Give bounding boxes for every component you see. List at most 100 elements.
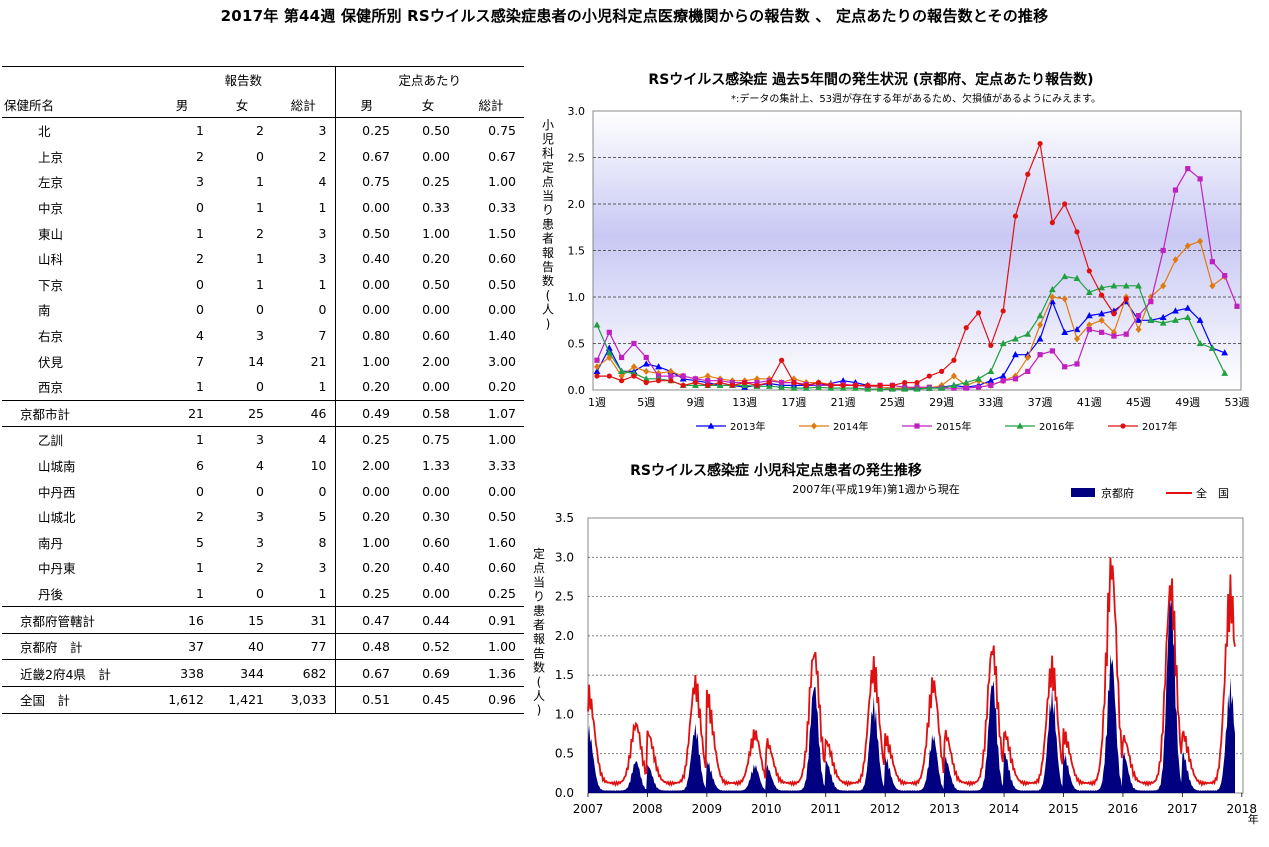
office-name: 中京 bbox=[38, 201, 64, 217]
data-point bbox=[631, 340, 637, 347]
page-title: 2017年 第44週 保健所別 RSウイルス感染症患者の小児科定点医療機関からの… bbox=[220, 7, 1049, 25]
x-tick-label: 29週 bbox=[929, 396, 954, 409]
cell-pt: 1.40 bbox=[488, 328, 517, 344]
cell-t: 10 bbox=[310, 458, 327, 474]
data-point bbox=[1110, 282, 1118, 289]
series-京都府 bbox=[588, 589, 1235, 793]
y-tick-label: 0.0 bbox=[568, 384, 586, 397]
series-line bbox=[587, 557, 1236, 788]
chart1-subtitle: *:データの集計上、53週が存在する年があるため、欠損値があるようにみえます。 bbox=[731, 92, 1101, 105]
data-point bbox=[1049, 220, 1055, 226]
legend-item: 2015年 bbox=[902, 420, 971, 433]
cell-t: 1 bbox=[318, 379, 327, 395]
y-axis-label-char: 定 bbox=[542, 160, 554, 175]
y-tick-label: 0.5 bbox=[568, 338, 586, 351]
y-axis-label-char: 当 bbox=[533, 575, 545, 589]
cell-pm: 0.40 bbox=[334, 245, 398, 272]
legend-label: 2017年 bbox=[1142, 420, 1177, 433]
data-point bbox=[1208, 344, 1216, 351]
cell-pt: 0.50 bbox=[488, 276, 517, 292]
data-point bbox=[1111, 311, 1117, 317]
cell-m: 6 bbox=[196, 458, 204, 474]
cell-pf: 0.50 bbox=[422, 276, 450, 292]
data-point bbox=[889, 382, 895, 388]
data-point bbox=[1098, 316, 1105, 324]
data-point bbox=[865, 382, 871, 388]
y-axis-label-char: り bbox=[542, 203, 554, 217]
data-point bbox=[705, 382, 711, 388]
data-point bbox=[594, 373, 600, 379]
cell-pf: 0.25 bbox=[422, 174, 450, 190]
cell-t: 3 bbox=[318, 123, 327, 139]
chart2-plot-area bbox=[587, 517, 1244, 794]
data-point bbox=[1024, 330, 1032, 337]
data-point bbox=[1012, 351, 1019, 358]
data-point bbox=[1086, 326, 1092, 333]
data-point bbox=[667, 367, 674, 375]
y-axis-label-char: 数 bbox=[533, 660, 545, 675]
data-point bbox=[1012, 376, 1019, 382]
cell-t: 21 bbox=[310, 353, 327, 369]
y-axis-label-char: 点 bbox=[542, 175, 554, 189]
cell-pt: 1.50 bbox=[488, 225, 517, 241]
cell-pt: 0.20 bbox=[488, 379, 517, 395]
cell-pt: 0.00 bbox=[488, 483, 517, 499]
x-tick-label: 2012 bbox=[870, 802, 901, 816]
cell-pm: 2.00 bbox=[334, 452, 398, 479]
cell-pt: 1.07 bbox=[458, 399, 525, 427]
cell-f: 1 bbox=[256, 251, 264, 267]
cell-m: 0 bbox=[196, 276, 204, 292]
data-point bbox=[987, 367, 995, 374]
cell-pm: 0.20 bbox=[334, 503, 398, 530]
cell-pf: 0.50 bbox=[422, 123, 450, 139]
office-name: 中丹西 bbox=[38, 484, 76, 500]
cell-f: 1,421 bbox=[212, 686, 272, 714]
data-point bbox=[766, 379, 772, 386]
cell-pt: 0.50 bbox=[488, 509, 517, 525]
data-point bbox=[619, 354, 625, 361]
data-point bbox=[1037, 140, 1043, 147]
cell-f: 0 bbox=[256, 148, 264, 164]
data-point bbox=[1172, 307, 1179, 314]
office-name: 丹後 bbox=[38, 586, 64, 602]
cell-pm: 1.00 bbox=[334, 529, 398, 556]
x-tick-label: 37週 bbox=[1028, 396, 1053, 409]
x-tick-label: 33週 bbox=[978, 396, 1003, 409]
col-header-total: 総計 bbox=[272, 91, 335, 118]
data-point bbox=[1037, 352, 1043, 358]
cell-pf: 0.30 bbox=[422, 509, 450, 525]
data-point bbox=[593, 367, 601, 374]
table-corner bbox=[2, 66, 152, 91]
y-axis-label-char: 者 bbox=[533, 618, 545, 632]
cell-m: 0 bbox=[196, 200, 204, 216]
cell-f: 2 bbox=[256, 560, 264, 576]
table-row: 京都市計 21 25 46 0.49 0.58 1.07 bbox=[2, 399, 525, 427]
cell-pf: 0.33 bbox=[422, 200, 450, 216]
data-point bbox=[1000, 378, 1006, 384]
data-point bbox=[643, 379, 649, 386]
cell-pf: 2.00 bbox=[422, 353, 450, 369]
data-point bbox=[1147, 293, 1154, 301]
y-axis-label-char: 報 bbox=[533, 632, 545, 646]
x-tick-label: 1週 bbox=[588, 396, 606, 409]
data-point bbox=[1000, 308, 1006, 314]
cell-f: 4 bbox=[256, 458, 264, 474]
x-tick-label: 2015 bbox=[1048, 802, 1079, 816]
data-point bbox=[593, 321, 601, 328]
data-point bbox=[1120, 423, 1126, 429]
x-tick-label: 17週 bbox=[781, 396, 806, 409]
data-point bbox=[594, 357, 600, 363]
data-point bbox=[1086, 268, 1092, 274]
cell-t: 31 bbox=[272, 606, 335, 634]
data-point bbox=[1185, 166, 1191, 172]
data-point bbox=[876, 385, 884, 392]
cell-pt: 0.60 bbox=[488, 251, 517, 267]
data-point bbox=[999, 339, 1007, 347]
table-row: 南丹 5 3 8 1.00 0.60 1.60 bbox=[2, 529, 524, 556]
col-header-per-male: 男 bbox=[334, 91, 398, 118]
cell-t: 0 bbox=[318, 302, 327, 318]
data-point bbox=[852, 382, 859, 388]
data-point bbox=[1098, 284, 1106, 291]
cell-pm: 0.47 bbox=[334, 606, 398, 634]
office-name: 南丹 bbox=[38, 535, 64, 551]
